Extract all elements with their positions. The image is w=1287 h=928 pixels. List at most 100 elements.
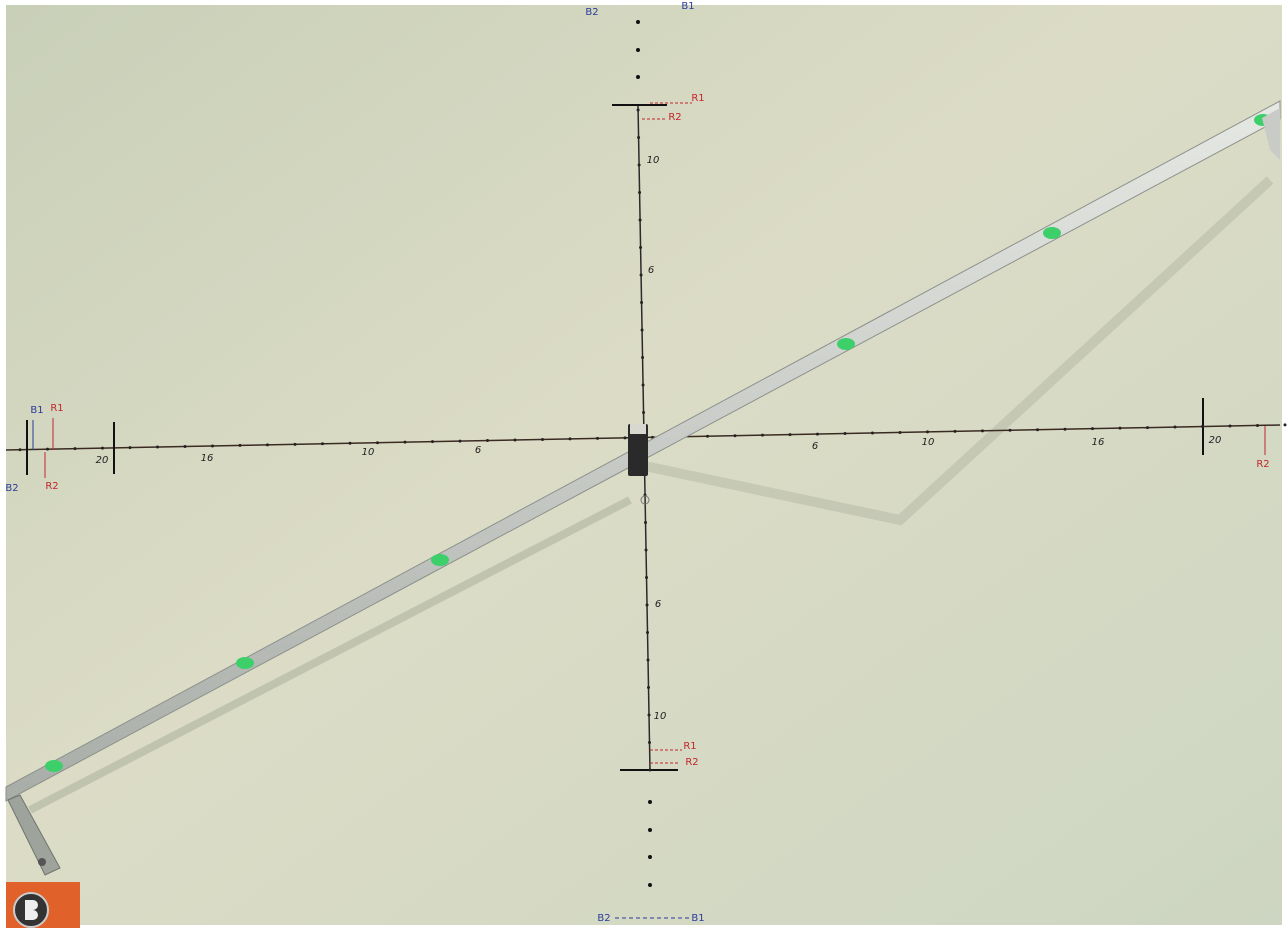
- tick-dot: [1036, 428, 1039, 431]
- label: 20: [96, 455, 109, 466]
- label: B2: [5, 483, 18, 494]
- tick-dot: [1201, 425, 1204, 428]
- tick-dot: [642, 411, 645, 414]
- tick-dot: [514, 439, 517, 442]
- label: R2: [45, 481, 58, 492]
- photo: B2B1R1R2106B1R1B2R220161066101620R2610R1…: [0, 0, 1287, 928]
- tick-dot: [321, 442, 324, 445]
- tick-dot: [156, 446, 159, 449]
- screw: [38, 858, 46, 866]
- label: 6: [648, 265, 654, 276]
- page: {"labels": ["B2", "B1", "R1", "R2", "10"…: [0, 0, 1287, 928]
- tick-dot: [706, 435, 709, 438]
- tick-dot: [734, 434, 737, 437]
- tick-dot: [74, 447, 77, 450]
- tick-dot: [648, 741, 651, 744]
- label: 16: [1092, 437, 1105, 448]
- tick-dot: [46, 448, 49, 451]
- tick-dot: [239, 444, 242, 447]
- tick-dot: [647, 659, 650, 662]
- tick-dot: [899, 431, 902, 434]
- tick-dot: [637, 109, 640, 112]
- tick-dot: [569, 437, 572, 440]
- label: R1: [691, 93, 704, 104]
- tick-dot: [646, 631, 649, 634]
- tick-dot: [129, 446, 132, 449]
- tick-dot: [1064, 428, 1067, 431]
- tick-dot: [761, 434, 764, 437]
- tick-dot: [596, 437, 599, 440]
- tick-dot: [637, 136, 640, 139]
- tick-dot: [638, 164, 641, 167]
- green-dot: [236, 657, 254, 669]
- label: B1: [30, 405, 43, 416]
- tick-dot: [349, 442, 352, 445]
- green-dot: [431, 554, 449, 566]
- dot: [636, 48, 640, 52]
- label: R2: [1256, 459, 1269, 470]
- tick-dot: [404, 441, 407, 444]
- green-dot: [1043, 227, 1061, 239]
- tick-dot: [871, 431, 874, 434]
- tick-dot: [649, 769, 652, 772]
- label: 6: [475, 445, 481, 456]
- label: 6: [655, 599, 661, 610]
- label: R1: [683, 741, 696, 752]
- label: R2: [668, 112, 681, 123]
- tick-dot: [1091, 427, 1094, 430]
- tick-dot: [1174, 426, 1177, 429]
- dot: [636, 75, 640, 79]
- tick-dot: [1229, 424, 1232, 427]
- label: R2: [685, 757, 698, 768]
- tick-dot: [647, 686, 650, 689]
- tick-dot: [844, 432, 847, 435]
- tick-dot: [1284, 423, 1287, 426]
- tick-dot: [459, 440, 462, 443]
- tick-dot: [1119, 427, 1122, 430]
- dot: [648, 883, 652, 887]
- tick-dot: [19, 448, 22, 451]
- label: 10: [922, 437, 935, 448]
- tick-dot: [816, 433, 819, 436]
- green-dot: [45, 760, 63, 772]
- tick-dot: [639, 219, 642, 222]
- tick-dot: [642, 384, 645, 387]
- dot: [648, 800, 652, 804]
- label: B2: [585, 7, 598, 18]
- tick-dot: [648, 714, 651, 717]
- label: 16: [201, 453, 214, 464]
- tick-dot: [184, 445, 187, 448]
- tick-dot: [645, 576, 648, 579]
- label: 10: [362, 447, 375, 458]
- tick-dot: [644, 521, 647, 524]
- tick-dot: [431, 440, 434, 443]
- label: 10: [654, 711, 667, 722]
- tick-dot: [486, 439, 489, 442]
- tick-dot: [638, 191, 641, 194]
- dot: [648, 855, 652, 859]
- tick-dot: [624, 436, 627, 439]
- tick-dot: [641, 356, 644, 359]
- tick-dot: [640, 274, 643, 277]
- green-dot: [837, 338, 855, 350]
- label: 6: [812, 441, 818, 452]
- tick-dot: [1256, 424, 1259, 427]
- tick-dot: [641, 329, 644, 332]
- pivot-cap: [630, 424, 646, 434]
- tick-dot: [789, 433, 792, 436]
- tick-dot: [954, 430, 957, 433]
- tick-dot: [639, 246, 642, 249]
- tick-dot: [266, 443, 269, 446]
- tick-dot: [294, 443, 297, 446]
- label: B2: [597, 913, 610, 924]
- tick-dot: [101, 447, 104, 450]
- label: R1: [50, 403, 63, 414]
- label: 10: [647, 155, 660, 166]
- tick-dot: [376, 441, 379, 444]
- tick-dot: [1146, 426, 1149, 429]
- label: 20: [1209, 435, 1222, 446]
- tick-dot: [541, 438, 544, 441]
- tick-dot: [646, 604, 649, 607]
- tick-dot: [645, 549, 648, 552]
- tick-dot: [211, 444, 214, 447]
